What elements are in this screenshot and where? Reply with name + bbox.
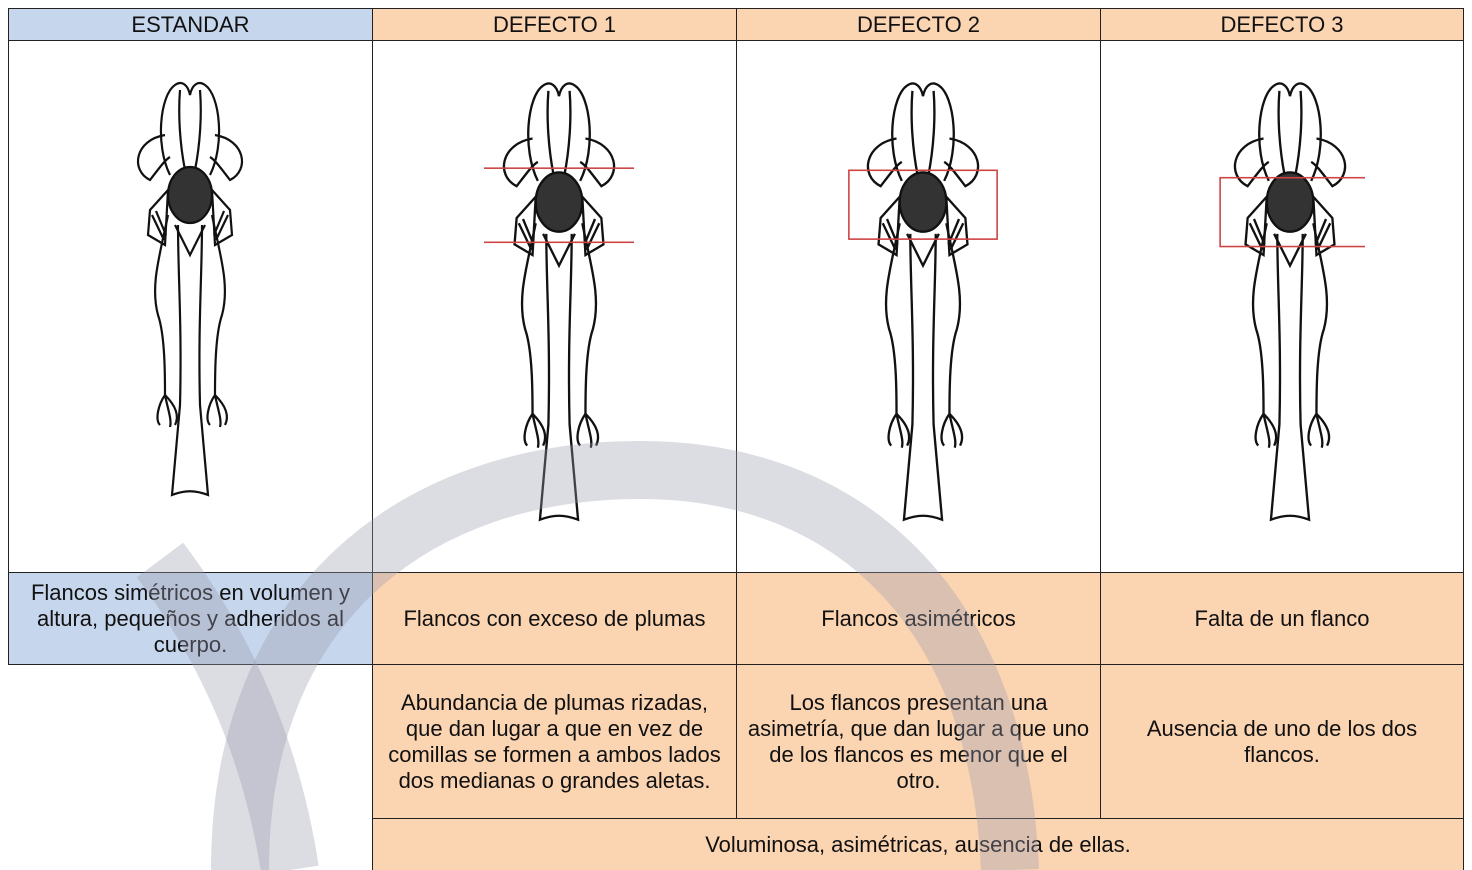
- summary-cell: Falta de un flanco: [1100, 572, 1464, 665]
- summary-cell: Flancos asimétricos: [736, 572, 1101, 665]
- header-cell: DEFECTO 2: [736, 8, 1101, 41]
- image-cell: [8, 40, 373, 573]
- bird-drawing: [484, 82, 634, 521]
- summary-cell: Flancos con exceso de plumas: [372, 572, 737, 665]
- bird-drawing: [1219, 82, 1365, 521]
- bird-drawing: [136, 81, 244, 497]
- bird-drawing: [848, 82, 998, 521]
- summary-cell: Flancos simétricos en volumen y altura, …: [8, 572, 373, 665]
- detail-cell: Abundancia de plumas rizadas, que dan lu…: [372, 664, 737, 819]
- header-cell: ESTANDAR: [8, 8, 373, 41]
- detail-cell: Los flancos presentan una asimetría, que…: [736, 664, 1101, 819]
- image-cell: [372, 40, 737, 573]
- detail-cell: Ausencia de uno de los dos flancos.: [1100, 664, 1464, 819]
- footer-cell: Voluminosa, asimétricas, ausencia de ell…: [372, 818, 1464, 870]
- image-cell: [1100, 40, 1464, 573]
- header-cell: DEFECTO 1: [372, 8, 737, 41]
- header-cell: DEFECTO 3: [1100, 8, 1464, 41]
